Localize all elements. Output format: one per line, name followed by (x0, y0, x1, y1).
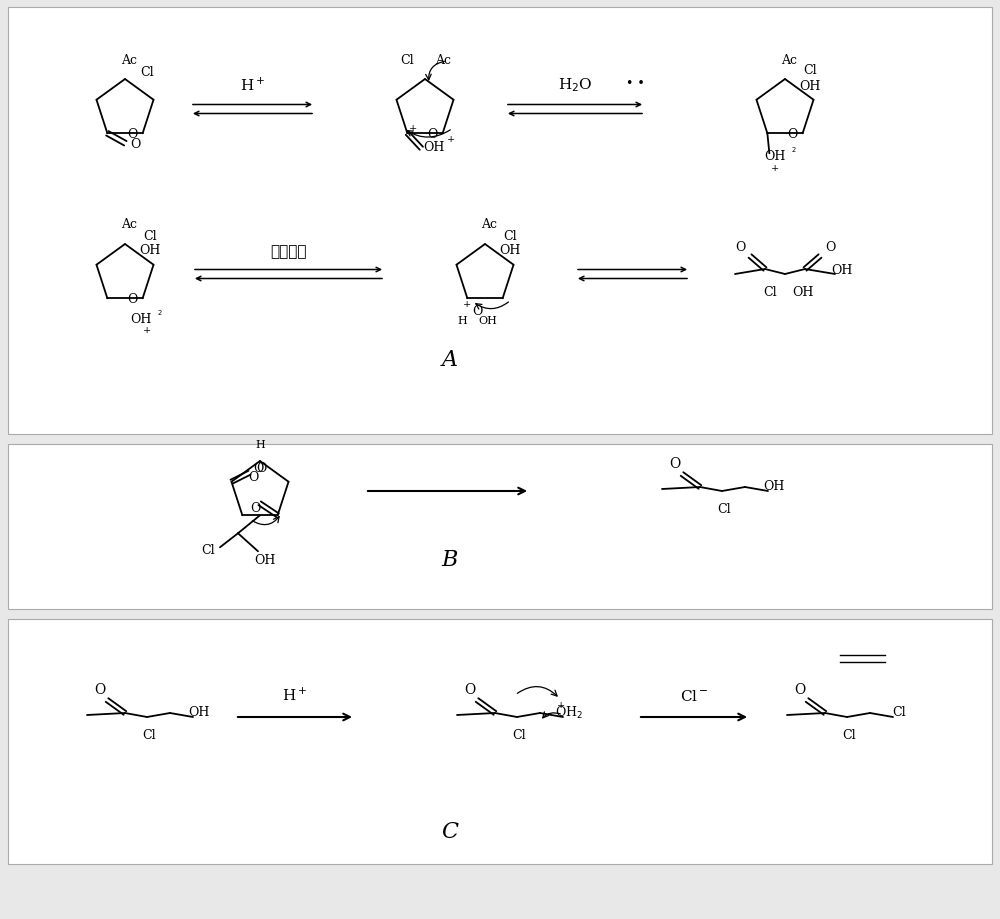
Text: $_2$: $_2$ (791, 145, 796, 155)
Text: Cl: Cl (201, 543, 215, 556)
Text: O: O (427, 128, 438, 141)
Text: Ac: Ac (121, 53, 137, 66)
Text: OH: OH (254, 553, 276, 566)
Text: H: H (457, 316, 467, 326)
Text: O: O (825, 241, 835, 255)
Text: OH: OH (139, 244, 161, 257)
Text: Cl: Cl (763, 286, 777, 300)
Text: Ac: Ac (481, 218, 497, 232)
Text: +: + (771, 164, 779, 173)
Text: OH: OH (424, 141, 445, 153)
Text: B: B (442, 549, 458, 571)
Text: OH: OH (765, 150, 786, 163)
Text: • •: • • (626, 76, 644, 89)
Text: OH: OH (499, 244, 521, 257)
Text: +: + (463, 300, 471, 309)
Text: Ac: Ac (435, 53, 451, 66)
Text: OH: OH (478, 316, 497, 326)
Text: O: O (794, 682, 806, 697)
Text: OH$_2$: OH$_2$ (555, 704, 583, 720)
Text: H: H (255, 439, 265, 449)
Text: Cl: Cl (512, 729, 526, 742)
Text: O: O (735, 241, 745, 255)
Text: $_2$: $_2$ (157, 308, 162, 318)
Text: Cl: Cl (803, 64, 817, 77)
Text: O: O (250, 501, 261, 515)
Text: OH: OH (792, 286, 814, 300)
Text: O: O (94, 682, 106, 697)
Text: OH: OH (799, 79, 821, 93)
Text: OH: OH (763, 480, 785, 493)
Text: O: O (787, 128, 798, 141)
FancyBboxPatch shape (8, 8, 992, 435)
FancyBboxPatch shape (8, 445, 992, 609)
Text: H$^+$: H$^+$ (282, 686, 308, 703)
Text: Ac: Ac (121, 218, 137, 232)
Text: Cl: Cl (842, 729, 856, 742)
Text: Ac: Ac (781, 53, 797, 66)
FancyBboxPatch shape (8, 619, 992, 864)
Text: +: + (143, 325, 151, 335)
Text: O: O (130, 138, 141, 151)
Text: O: O (127, 292, 138, 305)
Text: A: A (442, 348, 458, 370)
Text: Cl: Cl (142, 729, 156, 742)
Text: Cl: Cl (140, 65, 154, 78)
Text: H$_2$O: H$_2$O (558, 76, 592, 94)
Text: O: O (257, 461, 267, 474)
Text: O: O (464, 682, 476, 697)
Text: OH: OH (188, 706, 210, 719)
Text: Cl$^-$: Cl$^-$ (680, 688, 708, 703)
Text: Cl: Cl (143, 229, 157, 243)
Text: Cl: Cl (892, 706, 906, 719)
Text: O: O (127, 128, 138, 141)
Text: OH: OH (130, 312, 151, 325)
Text: O: O (472, 304, 483, 317)
Text: +: + (557, 700, 565, 709)
Text: OH: OH (831, 263, 853, 277)
Text: +: + (447, 134, 455, 143)
Text: Cl: Cl (400, 53, 414, 66)
Text: O: O (253, 461, 263, 474)
Text: 质子转移: 质子转移 (270, 244, 307, 259)
Text: Cl: Cl (717, 503, 731, 516)
Text: +: + (409, 124, 417, 132)
Text: O: O (669, 457, 681, 471)
Text: O: O (248, 471, 259, 483)
Text: C: C (442, 820, 458, 842)
Text: Cl: Cl (503, 229, 517, 243)
Text: H$^+$: H$^+$ (240, 76, 265, 94)
